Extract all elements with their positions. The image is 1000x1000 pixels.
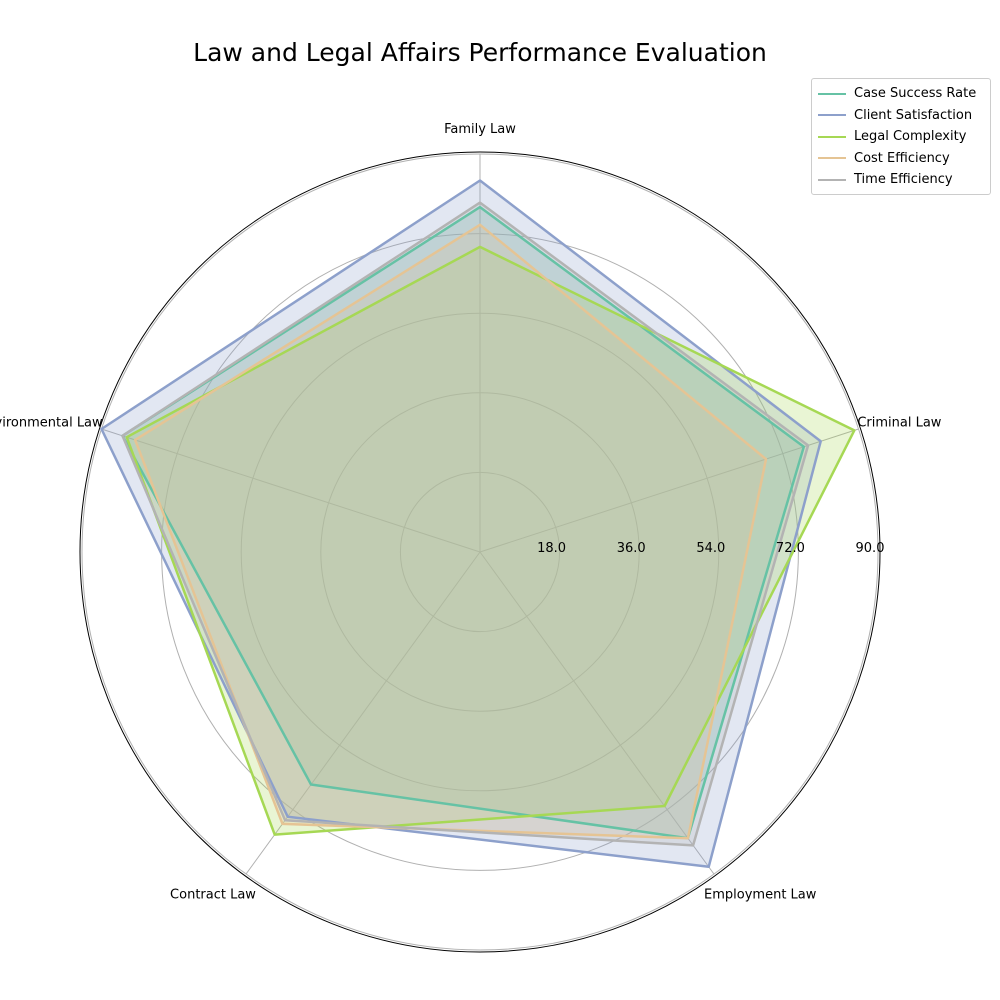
series-line [133,223,768,840]
legend-label: Case Success Rate [854,86,977,102]
radial-tick-label: 72.0 [776,541,805,556]
legend-item: Client Satisfaction [812,105,990,127]
legend-swatch [818,114,846,117]
legend-swatch [818,178,846,181]
legend-item: Case Success Rate [812,83,990,105]
legend-swatch [818,135,846,138]
series-layer [100,179,856,869]
grid-spoke [479,551,715,875]
series-line [100,179,822,869]
grid-spoke [479,428,859,553]
category-label: Contract Law [170,887,256,902]
legend-item: Time Efficiency [812,169,990,191]
category-label: Family Law [444,122,516,137]
series-line [125,245,856,836]
legend: Case Success Rate Client Satisfaction Lega… [811,78,991,195]
radial-tick-label: 18.0 [537,541,566,556]
legend-label: Legal Complexity [854,129,967,145]
label-layer: 18.0 36.0 54.0 72.0 90.0 Family Law Criminal L… [0,122,942,902]
legend-label: Client Satisfaction [854,107,973,123]
radial-tick-label: 36.0 [617,541,646,556]
legend-swatch [818,157,846,160]
series-line [121,201,810,847]
legend-swatch [818,92,846,95]
series-area [126,246,855,835]
category-label: Criminal Law [857,416,941,431]
category-label: Environmental Law [0,416,103,431]
series-area [122,207,804,839]
series-area [135,224,767,839]
grid-spoke [101,428,481,553]
legend-label: Time Efficiency [854,172,953,188]
chart-title: Law and Legal Affairs Performance Evalua… [193,38,767,67]
category-label: Employment Law [704,887,817,902]
series-area [101,180,821,867]
legend-label: Cost Efficiency [854,150,950,166]
legend-item: Legal Complexity [812,126,990,148]
series-area [122,202,809,846]
legend-item: Cost Efficiency [812,148,990,170]
polar-frame [79,151,881,953]
radial-tick-label: 90.0 [856,541,885,556]
radial-tick-label: 54.0 [696,541,725,556]
